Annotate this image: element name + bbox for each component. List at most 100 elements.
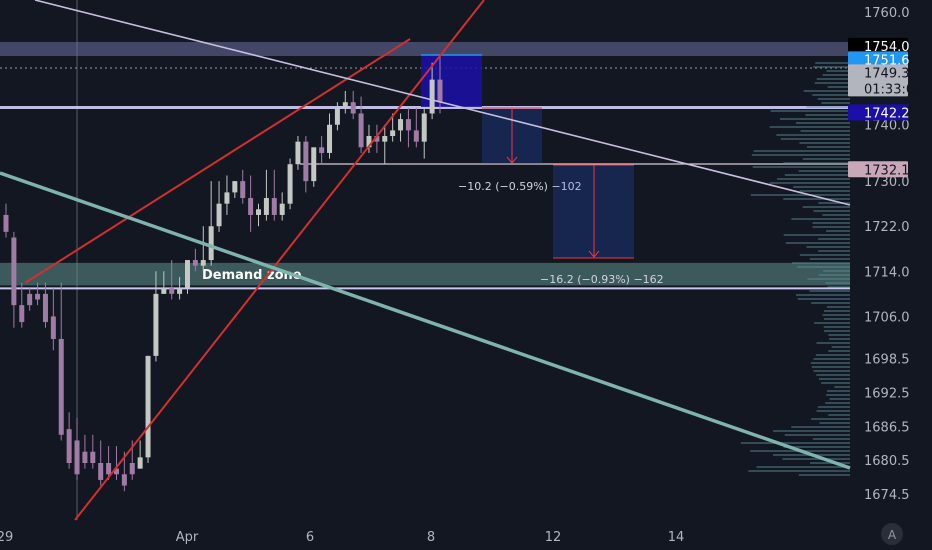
price-badge-0: 1754.0	[848, 37, 910, 55]
candle-20	[161, 271, 167, 294]
candle-7	[58, 282, 64, 441]
volume-bar	[803, 90, 850, 92]
price-tick-1: 1740.0	[864, 119, 910, 134]
volume-bar	[740, 442, 850, 444]
volume-bar	[822, 214, 850, 216]
volume-bar	[826, 394, 850, 396]
volume-bar	[791, 426, 850, 428]
volume-bar	[810, 362, 850, 364]
candle-32	[256, 203, 262, 227]
volume-bar	[806, 106, 850, 108]
candle-2	[19, 282, 25, 328]
volume-bar	[795, 122, 850, 124]
volume-bar	[776, 178, 850, 180]
candle-6	[50, 288, 56, 351]
svg-text:1742.2: 1742.2	[864, 106, 910, 121]
time-tick-3: 8	[427, 530, 435, 545]
volume-bar	[783, 234, 850, 236]
volume-bar	[802, 206, 850, 208]
volume-bar	[818, 238, 850, 240]
volume-bar	[817, 98, 850, 100]
candle-35	[279, 192, 285, 221]
volume-bar	[821, 102, 850, 104]
price-tick-7: 1692.5	[864, 387, 910, 402]
candle-36	[287, 158, 293, 210]
volume-bar	[802, 158, 850, 160]
time-tick-5: 14	[668, 530, 685, 545]
volume-bar	[806, 146, 850, 148]
candle-54	[429, 62, 435, 120]
candle-3	[27, 288, 33, 311]
volume-bar	[826, 70, 850, 72]
volume-bar	[809, 258, 850, 260]
volume-bar	[780, 138, 850, 140]
price-badge-2: 1749.301:33:08	[848, 64, 922, 97]
candle-39	[311, 147, 317, 187]
candle-34	[271, 169, 277, 221]
volume-bar	[813, 66, 850, 68]
volume-bar	[752, 166, 850, 168]
price-tick-6: 1698.5	[864, 353, 910, 368]
volume-bar	[824, 318, 850, 320]
candle-55	[437, 57, 443, 114]
volume-bar	[748, 470, 850, 472]
volume-bar	[815, 62, 850, 64]
volume-bar	[812, 222, 850, 224]
time-axis-ticks: 29 Apr 6 8 12 14	[0, 530, 684, 545]
teal-trend-line	[0, 171, 851, 470]
auto-scale-button[interactable]	[881, 523, 903, 545]
candle-26	[208, 181, 214, 266]
volume-bar	[809, 462, 850, 464]
candle-42	[334, 102, 340, 131]
candle-41	[327, 113, 333, 159]
candle-8	[66, 412, 72, 469]
support-line-1742	[0, 106, 850, 109]
candle-49	[390, 113, 396, 142]
volume-bar	[813, 370, 850, 372]
candle-46	[366, 124, 372, 153]
volume-bar	[770, 110, 850, 112]
measure-arrowhead-2	[588, 250, 600, 258]
volume-bar	[816, 78, 850, 80]
volume-bar	[798, 474, 850, 476]
svg-text:1754.0: 1754.0	[864, 40, 910, 55]
svg-text:1732.1: 1732.1	[864, 163, 910, 178]
volume-bar	[798, 170, 850, 172]
candle-53	[421, 107, 427, 159]
volume-bar	[811, 302, 850, 304]
volume-bar	[756, 466, 850, 468]
volume-bar	[769, 126, 850, 128]
volume-bar	[783, 198, 850, 200]
time-tick-0: 29	[0, 530, 13, 545]
price-tick-9: 1680.5	[864, 454, 910, 469]
svg-text:1749.3: 1749.3	[864, 66, 910, 81]
volume-bar	[773, 430, 850, 432]
candle-4	[35, 282, 41, 306]
volume-bar	[799, 190, 850, 192]
volume-bar	[815, 354, 850, 356]
volume-bar	[825, 402, 850, 404]
wedge-lower-line	[74, 0, 485, 521]
candle-48	[382, 124, 388, 165]
candle-50	[398, 113, 404, 142]
measure-label-1: −10.2 (−0.59%) −102	[458, 180, 582, 193]
candle-25	[200, 226, 206, 272]
volume-bar	[791, 218, 850, 220]
volume-bar	[822, 74, 850, 76]
volume-bar	[795, 294, 850, 296]
candle-12	[98, 440, 104, 486]
demand-zone-band	[0, 262, 850, 286]
volume-bar	[829, 398, 850, 400]
volume-bar	[783, 162, 850, 164]
channel-upper-line	[24, 38, 411, 284]
candle-23	[184, 260, 190, 294]
price-badge-4: 1732.1	[848, 161, 910, 178]
volume-bar	[822, 314, 850, 316]
volume-bar	[814, 82, 850, 84]
measure-label-2: −16.2 (−0.93%) −162	[540, 273, 664, 286]
volume-bar	[818, 250, 850, 252]
volume-bar	[776, 134, 850, 136]
candle-51	[405, 107, 411, 148]
